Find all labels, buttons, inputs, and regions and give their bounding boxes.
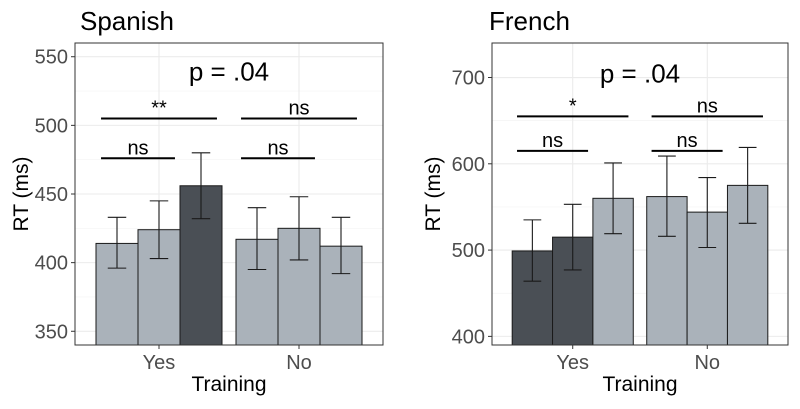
panel-1-x-axis-title: Training [191, 373, 266, 396]
panel-2-x-tick-label: No [694, 352, 720, 374]
panel-1-y-tick-label: 450 [35, 184, 68, 206]
panel-1-x-tick-label: No [286, 352, 312, 374]
panel-2-significance-label-2: ns [542, 130, 563, 152]
panel-2-chart-title: French [489, 6, 570, 36]
panel-1-significance-label-3: ns [288, 98, 309, 120]
panel-2-p-value-label: p = .04 [600, 58, 680, 88]
panel-2-y-tick-label: 700 [452, 68, 485, 90]
panel-1-significance-label-4: ns [267, 137, 288, 159]
panel-1-significance-label-1: ** [151, 98, 167, 120]
panel-2-significance-label-3: ns [697, 95, 718, 117]
panel-2-significance-label-1: * [569, 95, 577, 117]
panel-1-y-axis-title: RT (ms) [10, 156, 33, 231]
panel-2-significance-label-4: ns [677, 130, 698, 152]
panel-2-y-tick-label: 400 [452, 326, 485, 348]
panel-1-y-tick-label: 550 [35, 47, 68, 69]
panel-2-x-tick-label: Yes [556, 352, 589, 374]
panel-2-y-tick-label: 600 [452, 154, 485, 176]
panel-1-y-tick-label: 500 [35, 115, 68, 137]
panel-2-y-tick-label: 500 [452, 240, 485, 262]
panel-1-y-tick-label: 350 [35, 321, 68, 343]
panel-2-x-axis-title: Training [602, 373, 677, 396]
panel-1-y-tick-label: 400 [35, 253, 68, 275]
panel-1-p-value-label: p = .04 [189, 56, 269, 86]
panel-1-chart-title: Spanish [80, 6, 174, 36]
panel-2-panel-border [491, 42, 789, 346]
panel-1-significance-label-2: ns [127, 137, 148, 159]
panel-1-x-tick-label: Yes [143, 352, 176, 374]
panel-2-y-axis-title: RT (ms) [422, 156, 445, 231]
